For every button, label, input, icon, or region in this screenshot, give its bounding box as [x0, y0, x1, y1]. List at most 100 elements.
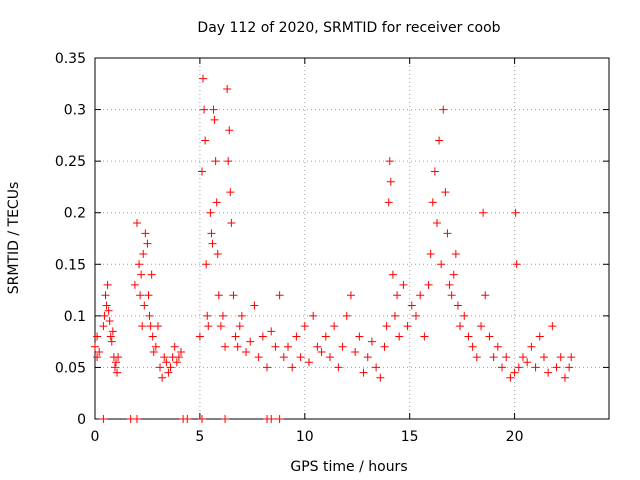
x-tick-label: 0	[91, 429, 100, 445]
data-point	[206, 208, 215, 217]
data-point	[174, 353, 183, 362]
data-point	[552, 363, 561, 372]
data-point	[275, 415, 284, 423]
data-point	[424, 280, 433, 289]
data-point	[214, 291, 223, 300]
data-point	[514, 363, 523, 372]
y-axis-label: SRMTID / TECUs	[6, 182, 22, 295]
data-point	[367, 337, 376, 346]
data-point	[143, 239, 152, 248]
data-point	[93, 332, 102, 341]
data-point	[226, 188, 235, 197]
data-point	[393, 291, 402, 300]
data-points	[91, 74, 576, 423]
x-tick-label: 20	[506, 429, 524, 445]
data-point	[162, 358, 171, 367]
data-point	[304, 358, 313, 367]
data-point	[183, 415, 192, 423]
data-point	[565, 363, 574, 372]
data-point	[223, 84, 232, 93]
data-point	[108, 327, 117, 336]
x-axis-label: GPS time / hours	[290, 459, 407, 475]
data-point	[407, 301, 416, 310]
data-point	[338, 342, 347, 351]
data-point	[432, 219, 441, 228]
grid-layer	[95, 58, 609, 419]
data-point	[132, 415, 141, 423]
data-point	[148, 332, 157, 341]
data-point	[114, 353, 123, 362]
data-point	[242, 347, 251, 356]
data-point	[359, 368, 368, 377]
data-point	[139, 249, 148, 258]
data-point	[166, 363, 175, 372]
data-point	[144, 291, 153, 300]
data-point	[197, 415, 206, 423]
data-point	[346, 291, 355, 300]
data-point	[104, 306, 113, 315]
data-point	[447, 291, 456, 300]
data-point	[385, 157, 394, 166]
data-point	[411, 311, 420, 320]
data-point	[384, 198, 393, 207]
data-point	[481, 291, 490, 300]
data-point	[300, 322, 309, 331]
data-point	[479, 208, 488, 217]
data-point	[136, 291, 145, 300]
data-point	[202, 260, 211, 269]
data-point	[137, 270, 146, 279]
y-tick-label: 0.25	[55, 154, 86, 170]
data-point	[292, 332, 301, 341]
data-point	[207, 229, 216, 238]
data-point	[203, 311, 212, 320]
data-point	[363, 353, 372, 362]
y-tick-label: 0.15	[55, 257, 86, 273]
data-point	[535, 332, 544, 341]
data-point	[313, 342, 322, 351]
data-point	[271, 342, 280, 351]
data-point	[493, 342, 502, 351]
data-point	[101, 291, 110, 300]
data-point	[103, 280, 112, 289]
y-tick-label: 0.35	[55, 51, 86, 67]
data-point	[135, 260, 144, 269]
data-point	[267, 415, 276, 423]
y-tick-label: 0.1	[64, 309, 86, 325]
data-point	[489, 353, 498, 362]
tick-layer: 0 0.05 0.1 0.15 0.2 0.25 0.3 0.35 0 5 10 15 20	[55, 51, 609, 445]
data-point	[111, 358, 120, 367]
data-point	[426, 249, 435, 258]
data-point	[147, 270, 156, 279]
data-point	[201, 136, 210, 145]
x-tick-label: 5	[195, 429, 204, 445]
data-point	[153, 322, 162, 331]
data-point	[275, 291, 284, 300]
data-point	[200, 105, 209, 114]
data-point	[130, 280, 139, 289]
data-point	[141, 229, 150, 238]
data-point	[430, 167, 439, 176]
y-tick-label: 0	[77, 412, 86, 428]
data-point	[325, 353, 334, 362]
data-point	[498, 363, 507, 372]
data-point	[376, 373, 385, 382]
data-point	[472, 353, 481, 362]
data-point	[164, 368, 173, 377]
data-point	[420, 332, 429, 341]
data-point	[210, 115, 219, 124]
data-point	[91, 342, 99, 351]
x-tick-label: 10	[296, 429, 314, 445]
data-point	[213, 249, 222, 258]
data-point	[267, 327, 276, 336]
y-tick-label: 0.3	[64, 103, 86, 119]
data-point	[441, 188, 450, 197]
data-point	[321, 332, 330, 341]
data-point	[235, 322, 244, 331]
data-point	[246, 337, 255, 346]
data-point	[106, 332, 115, 341]
data-point	[93, 353, 102, 362]
data-point	[460, 311, 469, 320]
data-point	[403, 322, 412, 331]
data-point	[309, 311, 318, 320]
